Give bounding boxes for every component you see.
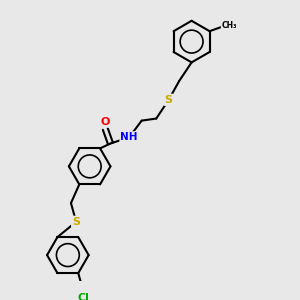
Text: NH: NH (121, 132, 138, 142)
Text: O: O (100, 117, 110, 127)
Text: Cl: Cl (77, 293, 89, 300)
Text: S: S (165, 95, 173, 105)
Text: CH₃: CH₃ (222, 22, 237, 31)
Text: S: S (72, 217, 80, 227)
